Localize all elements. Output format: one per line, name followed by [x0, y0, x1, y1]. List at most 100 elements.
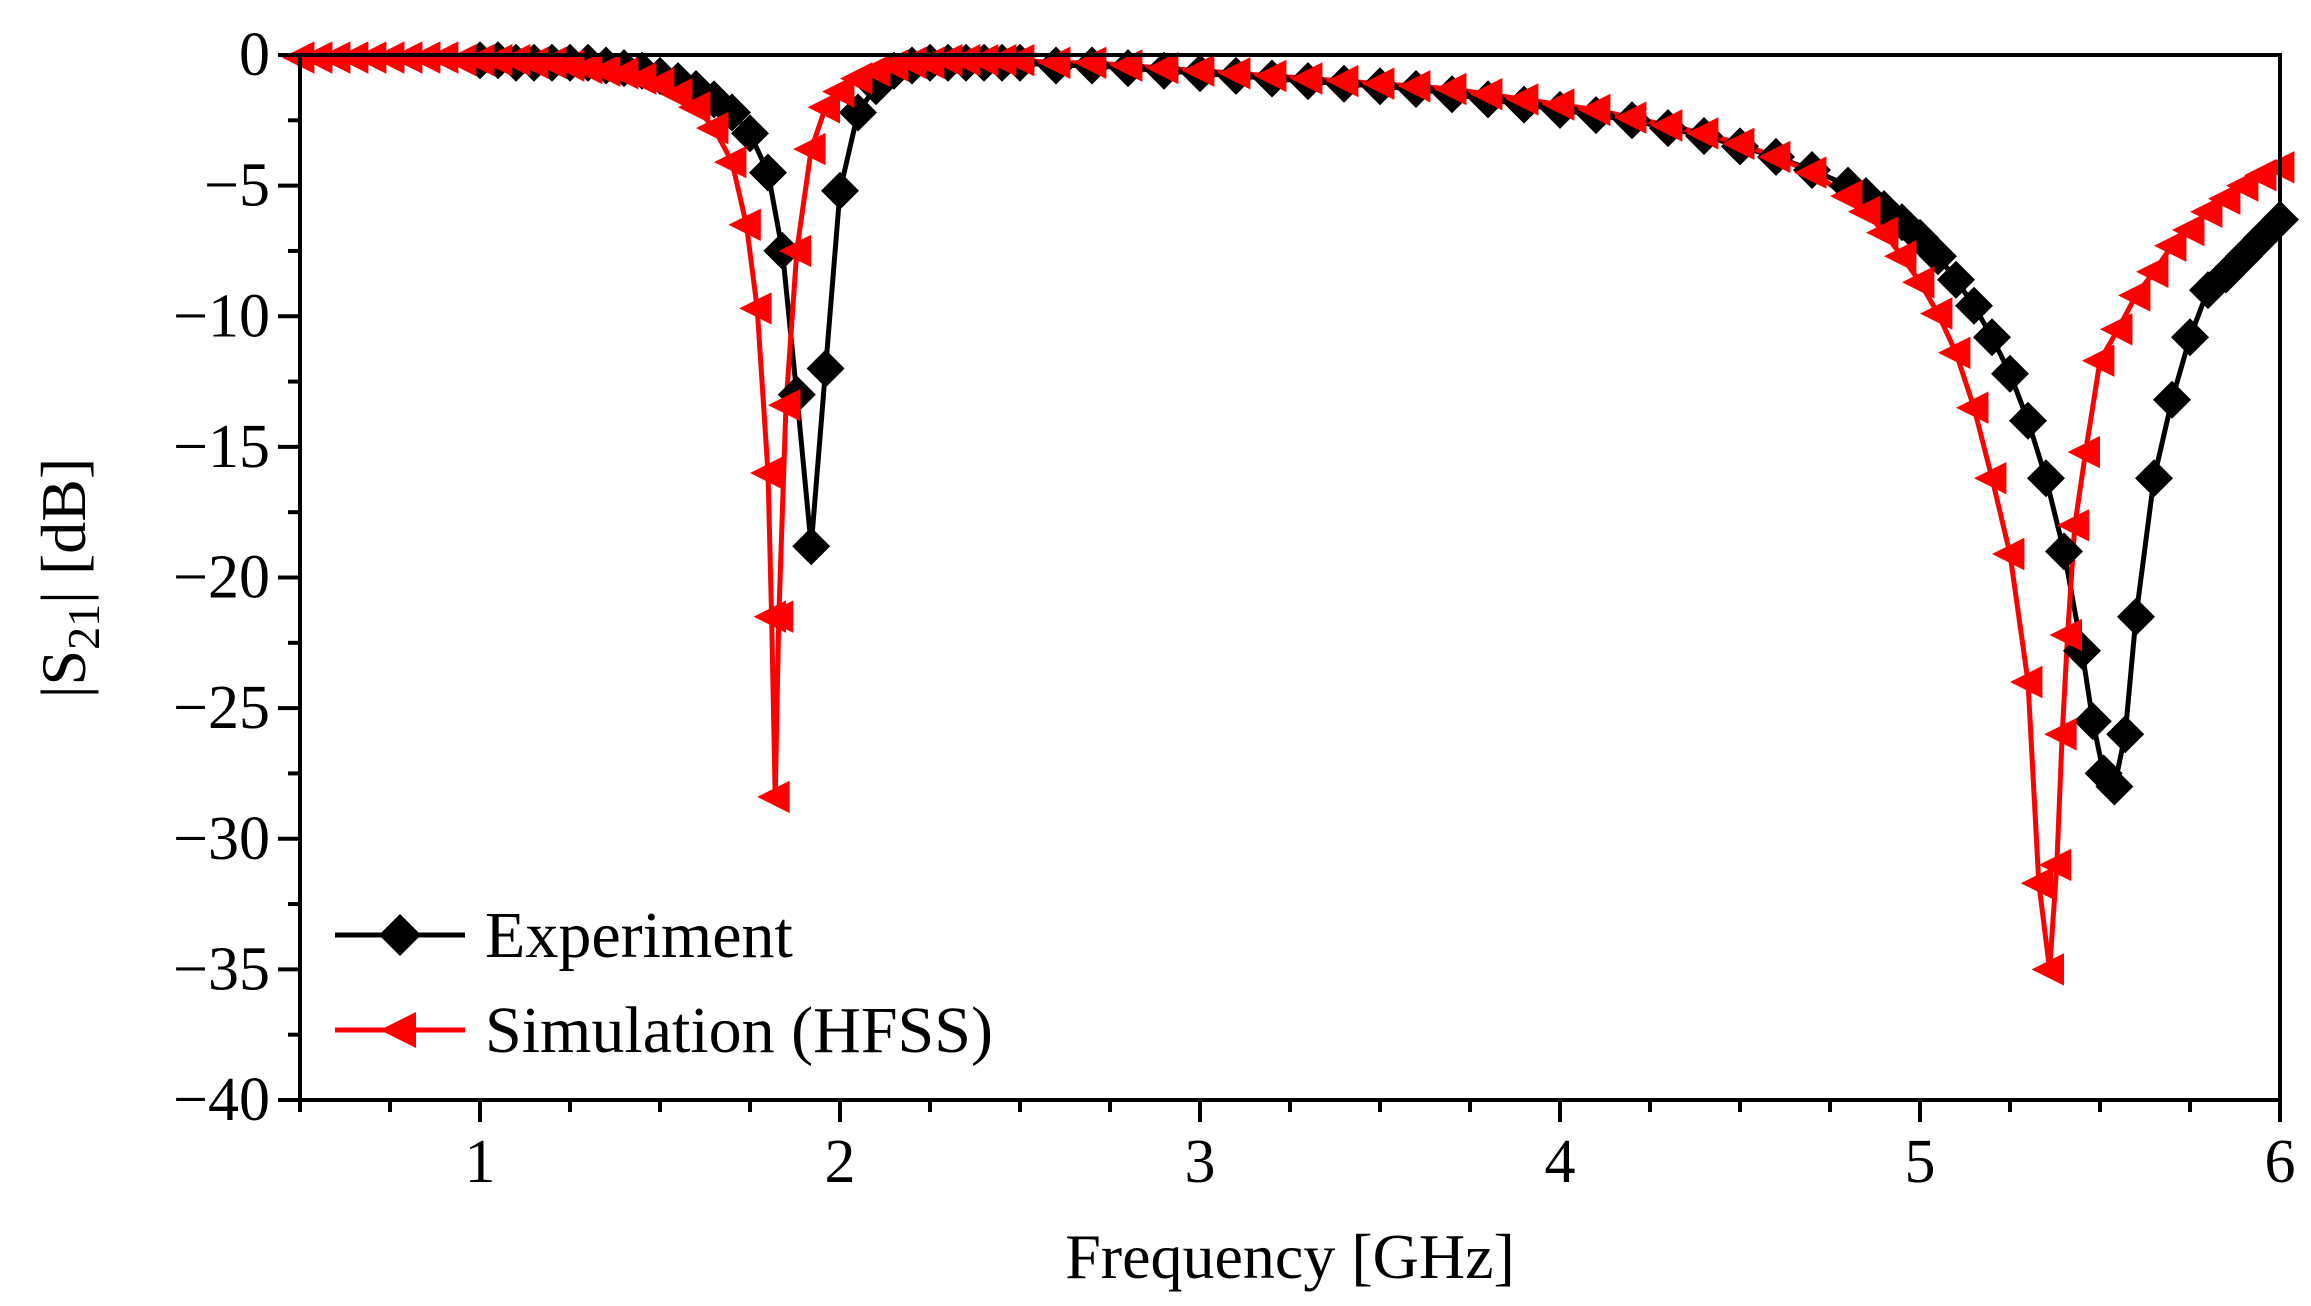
simulation-marker [1866, 216, 1899, 249]
y-axis-title-suffix: | [dB] [28, 458, 99, 604]
simulation-marker [2082, 344, 2115, 377]
y-tick-label: −25 [173, 674, 270, 742]
simulation-marker [2136, 255, 2169, 288]
simulation-marker [2118, 279, 2151, 312]
simulation-marker [2056, 509, 2090, 542]
experiment-marker [2095, 767, 2134, 806]
simulation-marker [444, 44, 477, 77]
experiment-marker [2117, 597, 2155, 636]
experiment-marker [2073, 702, 2112, 741]
simulation-marker [876, 49, 909, 82]
experiment-marker [2009, 401, 2047, 440]
simulation-marker [2010, 665, 2043, 699]
experiment-marker [731, 114, 769, 153]
legend-marker-simulation [380, 1012, 416, 1048]
simulation-marker [1398, 70, 1431, 103]
y-axis-title-prefix: |S [28, 650, 99, 698]
simulation-marker [2208, 182, 2241, 215]
experiment-marker [749, 153, 787, 192]
simulation-marker [1182, 54, 1215, 87]
simulation-marker [1848, 195, 1881, 228]
x-tick-label: 5 [1905, 1128, 1936, 1196]
simulation-marker [1686, 117, 1719, 150]
simulation-marker [390, 41, 423, 74]
simulation-marker [1254, 59, 1287, 93]
simulation-marker [1938, 336, 1971, 369]
legend: Experiment Simulation (HFSS) [335, 899, 993, 1067]
simulation-marker [778, 234, 812, 268]
y-tick-label: −5 [204, 152, 270, 220]
experiment-marker [2106, 715, 2145, 754]
legend-label-simulation: Simulation (HFSS) [485, 994, 993, 1067]
simulation-marker [2020, 867, 2054, 900]
simulation-marker [822, 75, 855, 108]
simulation-marker [1146, 51, 1179, 85]
x-tick-label: 6 [2265, 1128, 2296, 1196]
simulation-marker [2044, 718, 2077, 751]
simulation-marker [984, 44, 1017, 77]
experiment-marker [1973, 318, 2011, 357]
simulation-marker [739, 292, 772, 325]
simulation-marker [1956, 391, 1989, 424]
simulation-marker [757, 780, 790, 814]
simulation-marker [480, 44, 513, 77]
legend-marker-experiment [379, 914, 421, 956]
simulation-marker [807, 91, 840, 124]
simulation-marker [1974, 462, 2007, 495]
y-tick-label: −35 [173, 935, 270, 1003]
y-tick-label: −30 [173, 805, 270, 873]
simulation-marker [660, 78, 693, 111]
experiment-marker [806, 349, 845, 388]
simulation-marker [1218, 57, 1251, 90]
experiment-marker [1991, 354, 2029, 393]
simulation-marker [1884, 240, 1917, 273]
experiment-marker [1919, 237, 1957, 276]
simulation-marker [426, 41, 459, 74]
simulation-marker [948, 44, 981, 77]
simulation-marker [570, 51, 603, 85]
simulation-marker [2038, 848, 2072, 882]
simulation-marker [1506, 83, 1539, 116]
experiment-marker [792, 527, 831, 566]
legend-label-experiment: Experiment [485, 899, 793, 972]
simulation-marker [1794, 156, 1827, 189]
simulation-marker [2172, 213, 2205, 247]
simulation-marker [300, 41, 333, 74]
simulation-marker [372, 41, 405, 74]
simulation-marker [1470, 78, 1503, 111]
simulation-marker [1362, 67, 1395, 100]
x-tick-label: 1 [465, 1128, 496, 1196]
simulation-marker [1992, 537, 2025, 571]
simulation-marker [498, 44, 531, 77]
x-tick-label: 2 [825, 1128, 856, 1196]
experiment-marker [1955, 286, 1993, 325]
simulation-marker [2031, 953, 2064, 986]
y-tick-label: −10 [173, 282, 270, 350]
simulation-marker [408, 41, 441, 74]
simulation-marker [2190, 195, 2223, 228]
simulation-marker [966, 44, 999, 77]
simulation-marker [1326, 64, 1359, 98]
simulation-marker [1578, 93, 1611, 127]
simulation-marker [354, 41, 387, 74]
simulation-marker [2049, 618, 2082, 652]
simulation-marker [1830, 179, 1863, 213]
experiment-marker [2027, 459, 2065, 498]
simulation-marker [768, 388, 801, 422]
simulation-marker [1758, 140, 1791, 174]
x-tick-label: 3 [1185, 1128, 1216, 1196]
simulation-marker [1650, 109, 1683, 142]
simulation-marker [750, 456, 783, 490]
simulation-marker [2067, 435, 2100, 469]
simulation-marker [336, 41, 369, 74]
simulation-marker [1110, 49, 1143, 82]
experiment-marker [821, 171, 859, 210]
simulation-marker [588, 54, 621, 87]
simulation-marker [1002, 44, 1035, 77]
simulation-marker [318, 41, 351, 74]
simulation-marker [1722, 127, 1755, 160]
simulation-marker [1920, 297, 1953, 330]
y-tick-label: −40 [173, 1066, 270, 1134]
simulation-marker [930, 44, 963, 77]
